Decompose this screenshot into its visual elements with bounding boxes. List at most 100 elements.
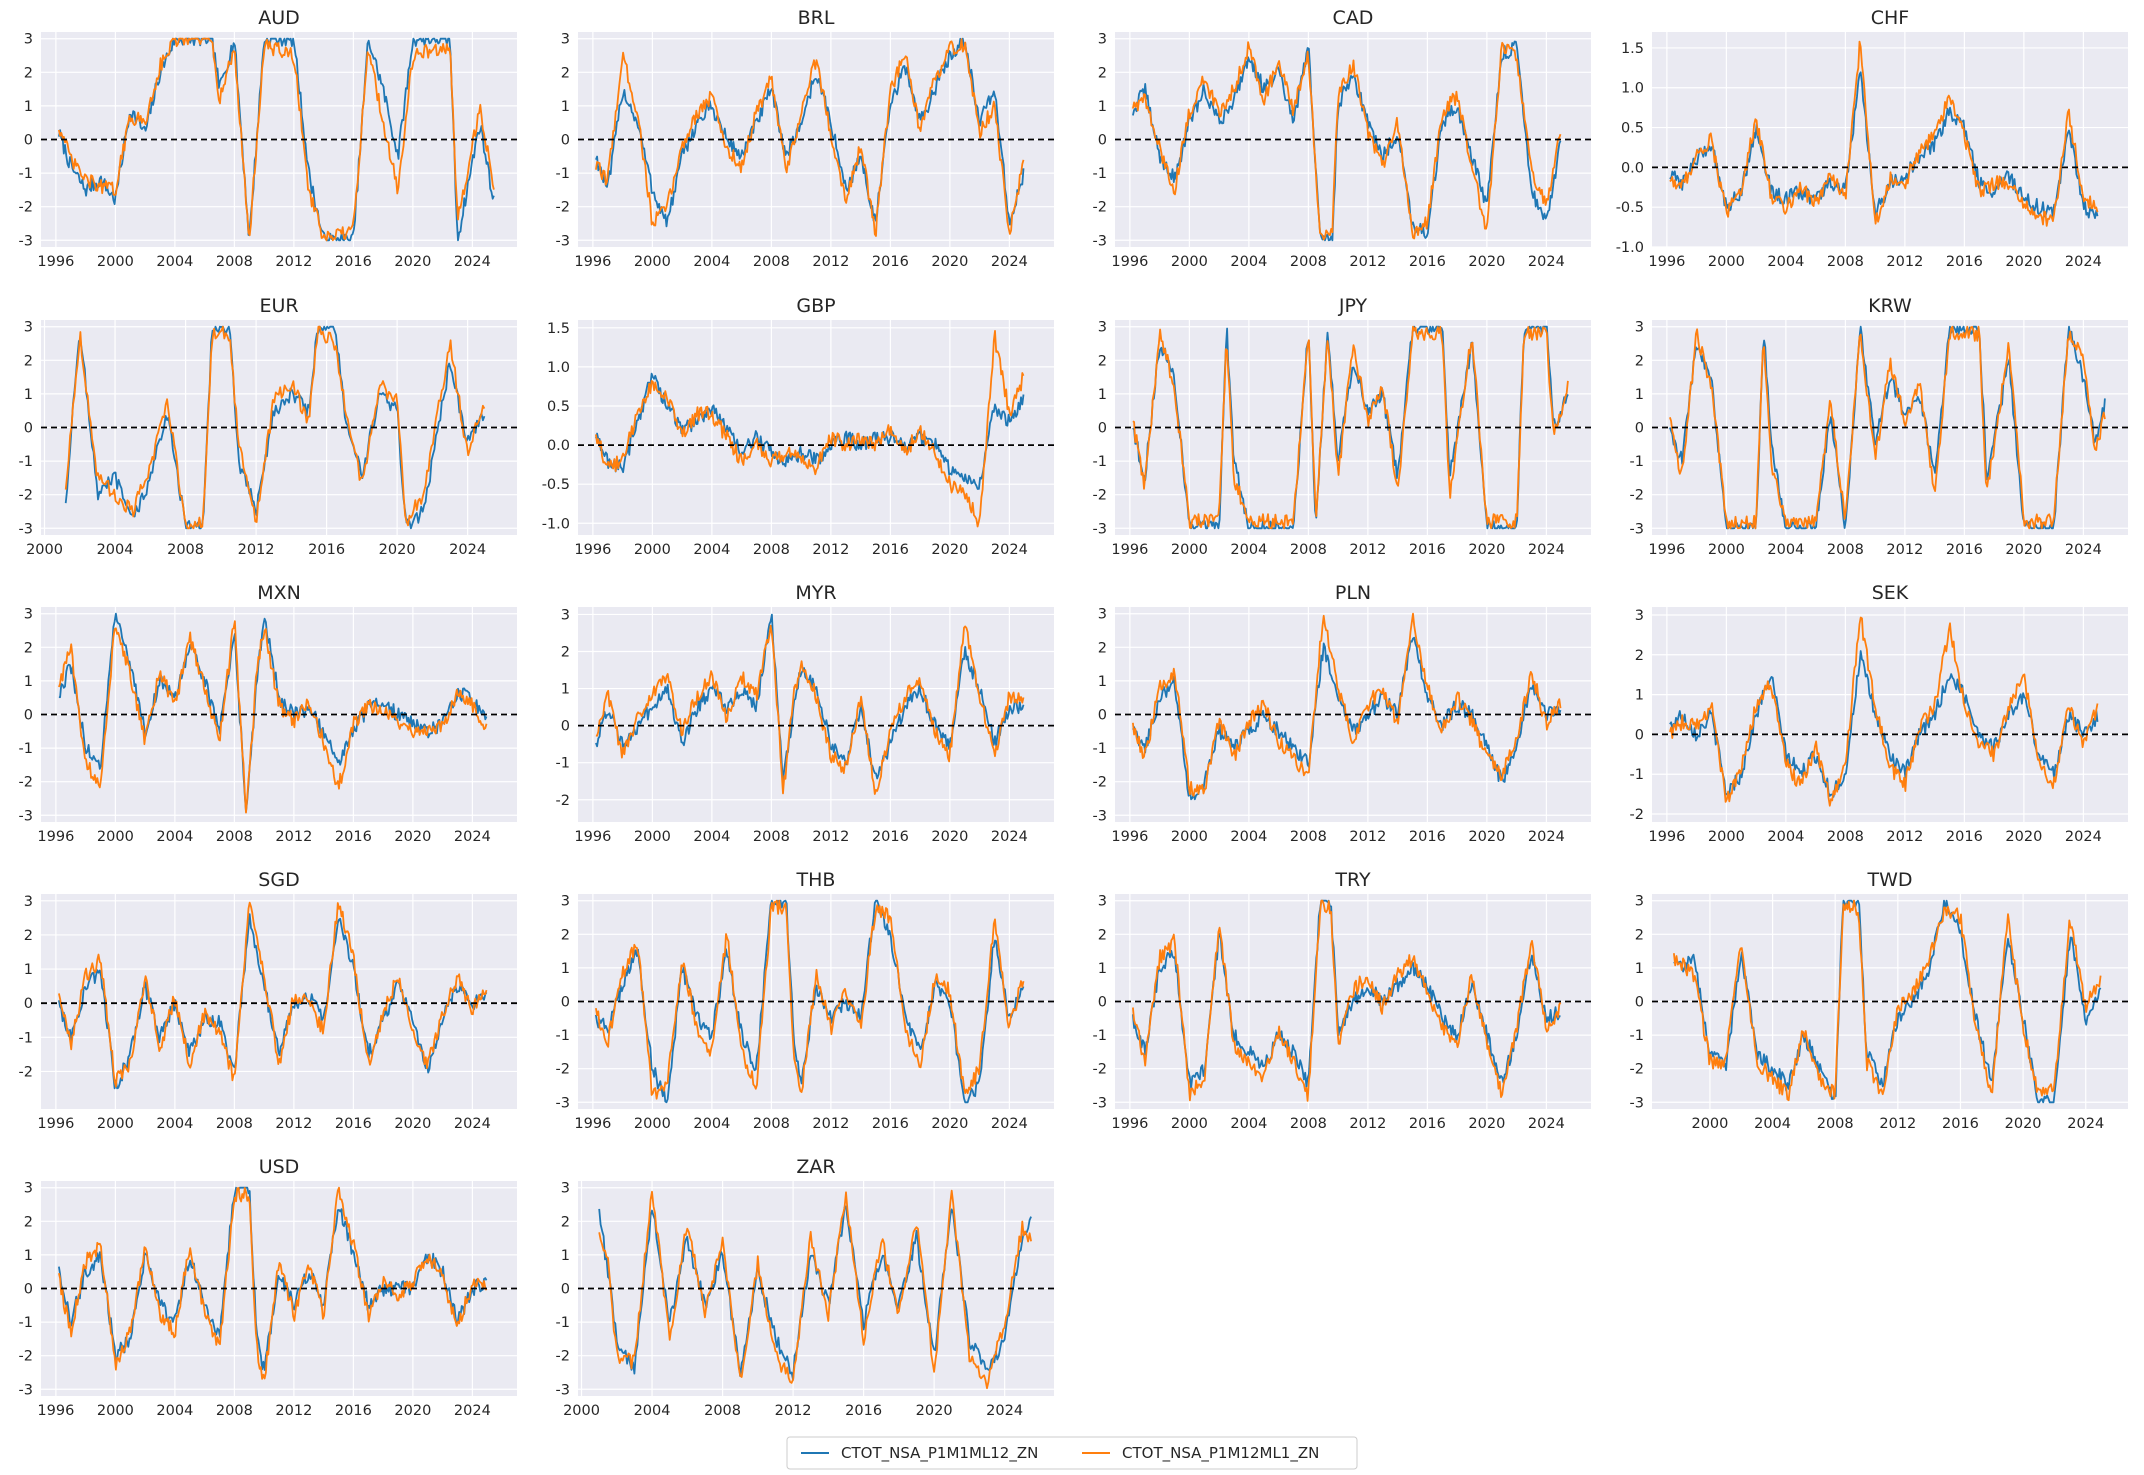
x-tick-label: 2004 <box>693 254 730 270</box>
y-tick-label: 2 <box>1635 927 1644 943</box>
y-tick-label: -1 <box>19 166 33 182</box>
y-tick-label: -1 <box>556 1028 570 1044</box>
y-tick-label: -3 <box>1630 521 1644 537</box>
legend-label: CTOT_NSA_P1M12ML1_ZN <box>1122 1444 1319 1463</box>
panel-title: GBP <box>796 295 835 317</box>
x-tick-label: 2008 <box>216 1116 253 1132</box>
y-tick-label: 3 <box>561 32 570 48</box>
series-line-p1m12ml1 <box>1669 325 2106 530</box>
series-line-p1m12ml1 <box>1132 41 1562 241</box>
x-tick-label: 1996 <box>37 254 74 270</box>
y-tick-label: 0.5 <box>547 399 570 415</box>
series-line-p1m12ml1 <box>58 901 488 1088</box>
x-tick-label: 2012 <box>812 1116 849 1132</box>
y-tick-label: -3 <box>556 233 570 249</box>
y-tick-label: 2 <box>561 644 570 660</box>
x-tick-label: 2020 <box>931 1116 968 1132</box>
x-tick-label: 2000 <box>1708 542 1745 558</box>
x-tick-label: 1996 <box>1111 829 1148 845</box>
x-tick-label: 2012 <box>275 254 312 270</box>
x-tick-label: 2000 <box>634 254 671 270</box>
y-tick-label: -2 <box>19 775 33 791</box>
y-tick-label: 3 <box>1635 894 1644 910</box>
series-line-p1m12ml1 <box>595 38 1025 237</box>
x-tick-label: 2012 <box>1349 542 1386 558</box>
panel-title: KRW <box>1868 295 1912 317</box>
x-tick-label: 2016 <box>335 1403 372 1419</box>
chart-panel-try: -3 -2 -1 0 1 2 3 1996 2000 2004 2008 2012 2016 2020 20… <box>1093 869 1591 1132</box>
series-line-p1m12ml1 <box>1673 899 2102 1102</box>
x-tick-label: 2004 <box>156 829 193 845</box>
y-tick-label: 3 <box>24 320 33 336</box>
x-tick-label: 2016 <box>335 1116 372 1132</box>
y-tick-label: 0.5 <box>1621 121 1644 137</box>
y-tick-label: -0.5 <box>1616 200 1644 216</box>
x-tick-label: 2016 <box>872 1116 909 1132</box>
x-tick-label: 2004 <box>1767 829 1804 845</box>
x-tick-label: 2016 <box>1409 829 1446 845</box>
x-tick-label: 2008 <box>1290 1116 1327 1132</box>
series-line-p1m1ml12 <box>1132 899 1561 1090</box>
chart-panel-brl: -3 -2 -1 0 1 2 3 1996 2000 2004 2008 2012 2016 2020 20… <box>556 7 1054 270</box>
panel-title: ZAR <box>796 1156 835 1178</box>
y-tick-label: -2 <box>19 488 33 504</box>
y-tick-label: -2 <box>19 200 33 216</box>
x-tick-label: 2012 <box>1886 829 1923 845</box>
y-tick-label: 1.5 <box>1621 41 1644 57</box>
x-tick-label: 2016 <box>845 1403 882 1419</box>
x-tick-label: 2004 <box>156 254 193 270</box>
x-tick-label: 2024 <box>1528 254 1565 270</box>
panel-title: USD <box>259 1156 300 1178</box>
series-line-p1m12ml1 <box>1132 325 1569 530</box>
x-tick-label: 2024 <box>1528 542 1565 558</box>
y-tick-label: 1.5 <box>547 321 570 337</box>
x-tick-label: 2012 <box>812 542 849 558</box>
x-tick-label: 2016 <box>335 829 372 845</box>
x-tick-label: 2008 <box>216 1403 253 1419</box>
x-tick-label: 2020 <box>2005 542 2042 558</box>
y-tick-label: 1.0 <box>1621 81 1644 97</box>
series-line-p1m12ml1 <box>58 620 488 814</box>
y-tick-label: -2 <box>1093 775 1107 791</box>
chart-panel-mxn: -3 -2 -1 0 1 2 3 1996 2000 2004 2008 2012 2016 2020 20… <box>19 582 517 845</box>
y-tick-label: -3 <box>556 1095 570 1111</box>
series-line-p1m12ml1 <box>598 1189 1032 1390</box>
x-tick-label: 2004 <box>97 542 134 558</box>
x-tick-label: 2008 <box>216 829 253 845</box>
x-tick-label: 2008 <box>216 254 253 270</box>
x-tick-label: 2020 <box>1468 829 1505 845</box>
y-tick-label: 0.0 <box>547 438 570 454</box>
y-tick-label: 2 <box>24 928 33 944</box>
y-tick-label: 0 <box>1098 133 1107 149</box>
y-tick-label: -3 <box>1093 808 1107 824</box>
x-tick-label: 1996 <box>37 829 74 845</box>
series-line-p1m12ml1 <box>595 899 1025 1100</box>
x-tick-label: 2020 <box>2005 1116 2042 1132</box>
legend-label: CTOT_NSA_P1M1ML12_ZN <box>841 1444 1038 1463</box>
series-line-p1m1ml12 <box>58 37 495 242</box>
y-tick-label: 2 <box>1098 65 1107 81</box>
x-tick-label: 2012 <box>238 542 275 558</box>
panel-title: MYR <box>795 582 836 604</box>
chart-panel-twd: -3 -2 -1 0 1 2 3 2000 2004 2008 2012 2016 2020 2024 TW… <box>1630 869 2128 1132</box>
y-tick-label: 0 <box>561 1282 570 1298</box>
y-tick-label: 2 <box>1098 640 1107 656</box>
y-tick-label: 0 <box>1098 995 1107 1011</box>
y-tick-label: -2 <box>1630 488 1644 504</box>
panel-title: AUD <box>258 7 300 29</box>
x-tick-label: 2008 <box>1290 829 1327 845</box>
x-tick-label: 2004 <box>156 1116 193 1132</box>
y-tick-label: -1 <box>19 741 33 757</box>
x-tick-label: 2008 <box>167 542 204 558</box>
chart-panel-gbp: -1.0 -0.5 0.0 0.5 1.0 1.5 1996 2000 2004 2008 2012… <box>542 295 1054 558</box>
x-tick-label: 2000 <box>97 829 134 845</box>
y-tick-label: 3 <box>1098 320 1107 336</box>
x-tick-label: 2012 <box>1886 254 1923 270</box>
x-tick-label: 2024 <box>991 1116 1028 1132</box>
plot-area <box>578 607 1054 822</box>
x-tick-label: 1996 <box>1648 829 1685 845</box>
y-tick-label: 3 <box>561 894 570 910</box>
y-tick-label: -1 <box>1093 454 1107 470</box>
y-tick-label: 3 <box>1635 320 1644 336</box>
